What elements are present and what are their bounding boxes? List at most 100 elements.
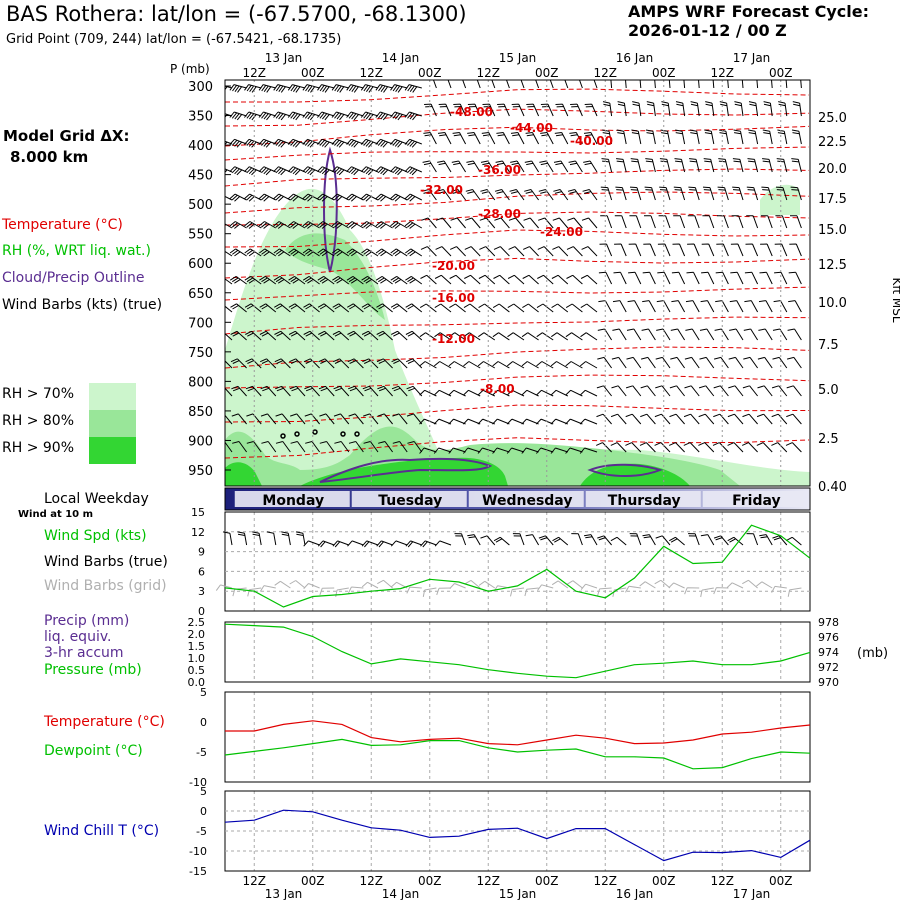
temperature-contour bbox=[225, 437, 810, 459]
wind-barb bbox=[304, 385, 320, 397]
wind-barb bbox=[581, 246, 598, 257]
temp-y-tick: -10 bbox=[189, 776, 207, 789]
temp-y-tick: -5 bbox=[196, 746, 207, 759]
wind-barb bbox=[332, 248, 350, 257]
wind-barb bbox=[260, 413, 277, 425]
wind-barb bbox=[593, 80, 598, 89]
wind-barb bbox=[757, 385, 773, 397]
wind-barb bbox=[361, 330, 379, 341]
wind-barb bbox=[346, 166, 364, 176]
wind-barb bbox=[287, 166, 306, 176]
wind-barb bbox=[317, 111, 335, 121]
weekday-label: Wednesday bbox=[482, 493, 572, 509]
wind-barb bbox=[741, 442, 758, 453]
wind-barb bbox=[743, 356, 759, 369]
precip-y-tick: 0.5 bbox=[188, 664, 206, 677]
wind-barb bbox=[477, 418, 495, 425]
wind-barb bbox=[506, 447, 525, 454]
true-wind-barb bbox=[237, 531, 248, 546]
wind-barb bbox=[453, 103, 467, 117]
temperature-contour bbox=[225, 316, 810, 335]
kft-tick: 22.5 bbox=[818, 135, 847, 150]
top-date-tick: 17 Jan bbox=[733, 51, 771, 65]
wind-barb bbox=[332, 330, 350, 341]
wind-barb bbox=[225, 113, 233, 118]
wind-barb bbox=[317, 84, 335, 93]
wind-barb bbox=[507, 303, 525, 313]
wind-barb bbox=[583, 132, 598, 145]
true-wind-barb bbox=[281, 531, 291, 546]
top-time-tick: 00Z bbox=[418, 66, 442, 80]
wind-barb bbox=[595, 442, 612, 453]
legend-wind-barbs-grid: Wind Barbs (grid) bbox=[44, 578, 167, 594]
wind-barb bbox=[331, 166, 350, 176]
wind-y-tick: 12 bbox=[191, 526, 205, 539]
wind-barb bbox=[683, 80, 686, 89]
wind-barb bbox=[478, 332, 496, 341]
grid-point-subtitle: Grid Point (709, 244) lat/lon = (-67.542… bbox=[6, 32, 342, 47]
wind-barb bbox=[639, 80, 642, 89]
wind-barb bbox=[346, 111, 364, 121]
wind-barb bbox=[423, 132, 437, 145]
wind-barb bbox=[785, 80, 788, 89]
wind-barb bbox=[775, 186, 788, 201]
wind-barb bbox=[727, 442, 744, 453]
wind-barb bbox=[273, 221, 291, 229]
wind-barb bbox=[687, 215, 700, 229]
rh80-region-mid bbox=[285, 233, 385, 320]
wind-barb bbox=[390, 275, 408, 285]
wind-barb bbox=[791, 129, 802, 145]
wind-barb bbox=[632, 101, 642, 117]
wind-barb bbox=[230, 330, 247, 341]
wind-barb bbox=[718, 158, 729, 173]
windchill-y-tick: 0 bbox=[200, 805, 207, 818]
wind-barb bbox=[433, 447, 452, 454]
wind-barb bbox=[550, 389, 569, 397]
wind-barb bbox=[507, 274, 525, 285]
wind-barb bbox=[497, 103, 510, 117]
wind-barb bbox=[493, 246, 510, 257]
wind-panel-frame bbox=[224, 511, 811, 612]
wind-barb bbox=[686, 271, 700, 285]
true-wind-barb bbox=[772, 535, 788, 546]
wind-barbs-upper bbox=[225, 80, 802, 454]
wind-barb bbox=[760, 243, 773, 257]
top-date-tick: 16 Jan bbox=[616, 51, 654, 65]
wind-barb bbox=[757, 356, 773, 369]
wind-barb bbox=[407, 441, 423, 453]
wind-barb bbox=[225, 140, 233, 146]
wind-barb bbox=[583, 160, 598, 173]
wind-barb bbox=[526, 103, 540, 117]
legend-rh80: RH > 80% bbox=[2, 413, 75, 429]
wind-barb bbox=[762, 129, 773, 145]
wind-barb bbox=[258, 84, 276, 93]
true-wind-barb bbox=[525, 534, 540, 546]
wind-barb bbox=[305, 441, 321, 453]
wind-barb bbox=[748, 101, 759, 117]
wind-barb bbox=[689, 158, 700, 173]
wind-barb bbox=[481, 132, 496, 145]
weekday-cell bbox=[702, 491, 808, 507]
wind-barb bbox=[610, 442, 627, 453]
weekday-label: Monday bbox=[262, 493, 324, 509]
grid-wind-barb bbox=[551, 580, 569, 589]
wind-barb bbox=[565, 389, 583, 397]
grid-wind-barb bbox=[377, 579, 393, 589]
wind-barb bbox=[450, 217, 466, 229]
bottom-time-tick: 00Z bbox=[652, 874, 676, 888]
wind-barb bbox=[273, 193, 291, 202]
temperature-contour bbox=[225, 168, 810, 187]
pressure-tick-950: 950 bbox=[188, 464, 213, 479]
wind-barb bbox=[788, 300, 802, 313]
wind-barb bbox=[259, 248, 277, 257]
true-wind-barb bbox=[552, 536, 569, 546]
wind-barb bbox=[449, 246, 466, 257]
wind-barb bbox=[347, 358, 364, 369]
kft-tick: 20.0 bbox=[818, 162, 847, 177]
wind-barb bbox=[640, 385, 656, 397]
wind-barb bbox=[580, 303, 598, 313]
wind-barb bbox=[232, 441, 248, 453]
wind-barb bbox=[451, 160, 467, 173]
wind-barb bbox=[492, 332, 510, 341]
wind-barb bbox=[287, 193, 306, 202]
